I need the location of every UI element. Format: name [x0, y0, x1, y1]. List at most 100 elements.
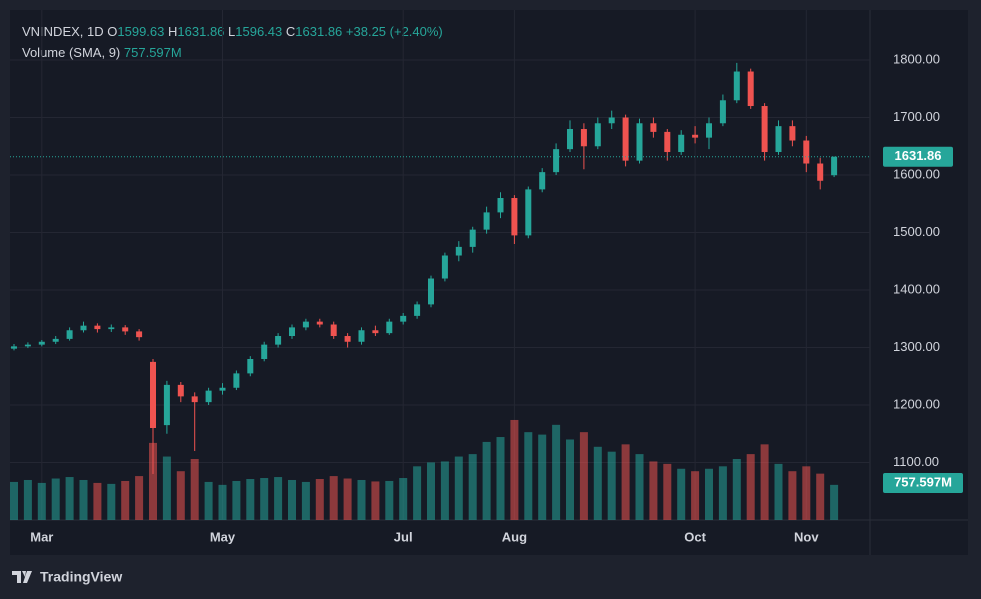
candle-body: [414, 304, 421, 316]
candle-body: [191, 396, 198, 403]
x-tick-label: Nov: [794, 529, 819, 544]
volume-bar: [677, 468, 686, 520]
volume-bar: [135, 476, 144, 520]
candle-body: [831, 156, 838, 176]
candle-body: [525, 189, 532, 236]
candle-body: [719, 100, 726, 124]
candle-body: [441, 255, 448, 279]
volume-bar: [510, 419, 519, 520]
candle-body: [692, 134, 699, 138]
candle-body: [761, 106, 768, 153]
volume-bar: [79, 479, 88, 520]
volume-bar: [566, 439, 574, 520]
volume-bar: [468, 454, 477, 520]
volume-bar: [649, 461, 658, 520]
candle-body: [289, 327, 295, 337]
candle-body: [428, 278, 434, 305]
volume-bar: [705, 468, 713, 520]
symbol: VNINDEX, 1D: [22, 24, 104, 39]
volume-bar: [552, 424, 561, 520]
ohlc-key: L: [228, 24, 235, 39]
candle-body: [261, 344, 268, 360]
volume-bar: [246, 479, 255, 520]
candle-body: [122, 327, 129, 332]
volume-bar: [121, 480, 130, 520]
volume-bar: [788, 471, 797, 520]
ohlc-key: O: [107, 24, 117, 39]
volume-bar: [37, 482, 46, 520]
volume-bar: [413, 466, 422, 520]
candle-body: [386, 321, 393, 334]
last-price-label: 1631.86: [895, 148, 942, 163]
candle-body: [205, 390, 212, 403]
candle-body: [747, 71, 754, 107]
candle-body: [177, 384, 184, 397]
volume-bar: [23, 479, 32, 520]
candle-body: [803, 140, 810, 164]
volume-bar: [93, 482, 102, 520]
volume-bar: [746, 454, 755, 520]
volume-bar: [760, 444, 769, 520]
volume-bar: [176, 471, 185, 520]
x-tick-label: Mar: [30, 529, 53, 544]
volume-bar: [288, 479, 296, 520]
y-tick-label: 1600.00: [893, 166, 940, 181]
last-price-tag: [883, 146, 953, 167]
volume-bar: [663, 463, 672, 520]
ohlc-value: 1631.86: [177, 24, 224, 39]
volume-bar: [718, 466, 727, 520]
candle-body: [469, 229, 476, 247]
volume-sma: 757.597M: [124, 45, 182, 60]
volume-bar: [830, 484, 839, 520]
volume-bar: [399, 478, 408, 520]
candle-body: [94, 325, 101, 330]
volume-sma-tag-label: 757.597M: [894, 474, 952, 489]
y-tick-label: 1300.00: [893, 339, 940, 354]
candle-body: [163, 384, 170, 426]
y-tick-label: 1700.00: [893, 109, 940, 124]
volume-bar: [190, 459, 199, 520]
brand: TradingView: [12, 569, 122, 585]
ohlc-value: 1631.86: [295, 24, 342, 39]
volume-bar: [149, 442, 157, 520]
candle-body: [358, 330, 365, 342]
candle-body: [330, 324, 337, 337]
legend-line: VNINDEX, 1D O1599.63 H1631.86 L1596.43 C…: [22, 24, 443, 39]
candle-body: [233, 373, 240, 388]
volume-bar: [329, 476, 338, 520]
candle-body: [316, 321, 323, 325]
volume-bar: [774, 463, 783, 520]
candle-body: [789, 126, 796, 141]
candle-body: [580, 129, 587, 147]
candle-body: [622, 117, 629, 161]
candle-body: [594, 123, 601, 147]
candle-body: [497, 198, 504, 213]
candle-body: [733, 71, 740, 101]
volume-bar: [371, 481, 380, 520]
volume-bar: [301, 481, 310, 520]
logo: [12, 571, 32, 583]
volume-title: Volume (SMA, 9): [22, 45, 120, 60]
volume-bar: [538, 434, 547, 520]
y-tick-label: 1800.00: [893, 51, 940, 66]
volume-bar: [454, 456, 463, 520]
ohlc-key: H: [168, 24, 177, 39]
x-tick-label: Jul: [394, 529, 413, 544]
candle-body: [817, 163, 824, 181]
volume-bar: [621, 444, 630, 520]
volume-bar: [162, 456, 171, 520]
volume-bar: [10, 481, 18, 520]
candle-body: [66, 330, 73, 339]
volume-bar: [315, 479, 324, 520]
change: +38.25 (+2.40%): [346, 24, 443, 39]
volume-bar: [691, 471, 700, 520]
candle-body: [108, 327, 115, 330]
legend-line: Volume (SMA, 9) 757.597M: [22, 45, 182, 60]
volume-bar: [607, 451, 616, 520]
x-tick-label: Aug: [502, 529, 527, 544]
candle-body: [150, 361, 156, 429]
candle-body: [775, 126, 782, 153]
legend: VNINDEX, 1D O1599.63 H1631.86 L1596.43 C…: [22, 24, 443, 60]
volume-bar: [107, 483, 116, 520]
